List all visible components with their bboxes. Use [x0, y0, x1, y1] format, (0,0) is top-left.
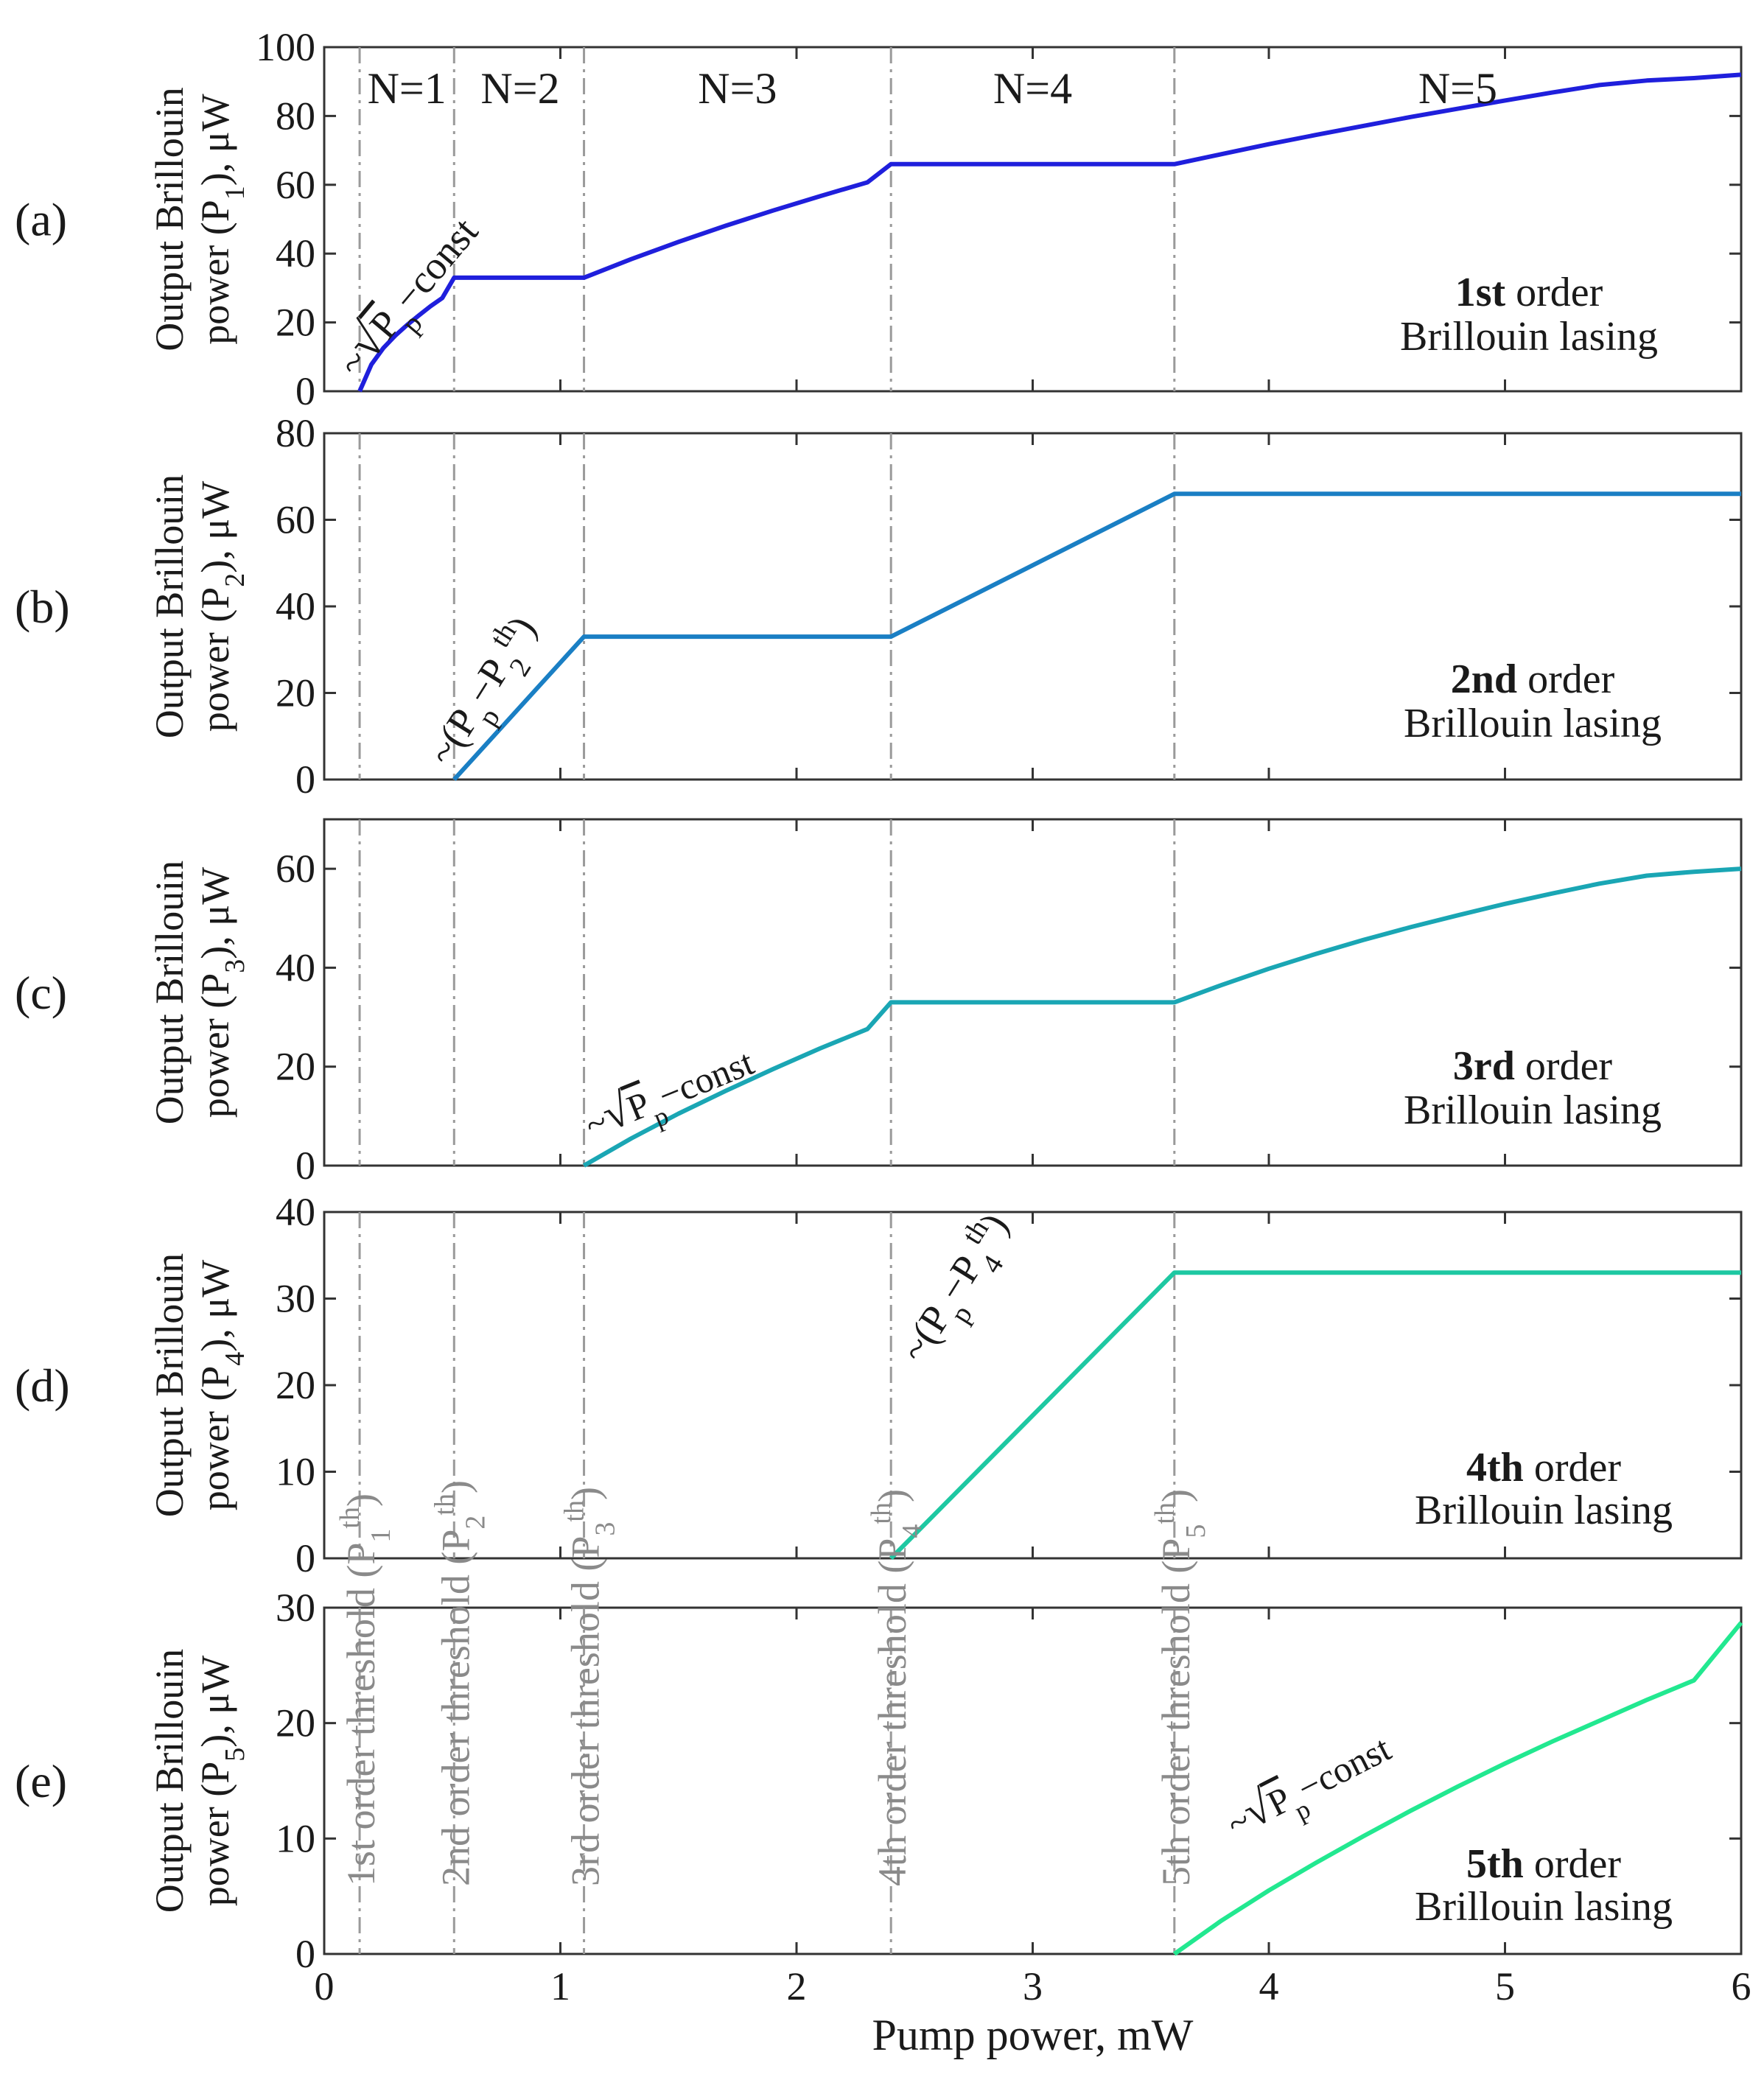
y-axis-label: Output Brillouinpower (P3), μW — [147, 861, 251, 1125]
y-tick-label: 80 — [276, 411, 315, 455]
region-label: N=3 — [698, 64, 777, 113]
threshold-label-2: 2nd order threshold (P2th) — [429, 1480, 491, 1886]
y-tick-label: 20 — [276, 1701, 315, 1745]
y-axis-label-line1: Output Brillouin — [147, 1649, 192, 1913]
order-label: 2nd order — [1451, 656, 1615, 702]
panel-tag: (a) — [15, 194, 67, 246]
x-tick-label: 1 — [550, 1964, 570, 2008]
order-label: 3rd order — [1453, 1043, 1613, 1089]
y-tick-label: 60 — [276, 163, 315, 207]
panel-tag: (d) — [15, 1359, 70, 1412]
y-axis-label: Output Brillouinpower (P1), μW — [147, 87, 251, 351]
order-label-line2: Brillouin lasing — [1415, 1488, 1673, 1533]
y-tick-label: 80 — [276, 94, 315, 138]
order-label-line2: Brillouin lasing — [1400, 314, 1658, 360]
curve-annotation: ~√Pp−const — [1217, 1720, 1403, 1856]
series-line-5 — [1173, 1621, 1743, 1956]
y-axis-label-line2: power (P3), μW — [193, 867, 251, 1118]
order-label: 1st order — [1455, 270, 1603, 315]
curve-annotation-text: ~√Pp−const — [1217, 1720, 1403, 1856]
region-label: N=2 — [480, 64, 559, 113]
y-axis-label-line1: Output Brillouin — [147, 1253, 192, 1518]
curve-annotation-text: ~√Pp−const — [576, 1034, 764, 1157]
y-axis-label: Output Brillouinpower (P2), μW — [147, 474, 251, 739]
series-line-2 — [452, 491, 1741, 782]
y-axis-label-line1: Output Brillouin — [147, 87, 192, 351]
y-tick-label: 10 — [276, 1450, 315, 1494]
x-tick-label: 6 — [1732, 1964, 1751, 2008]
y-axis-label-line1: Output Brillouin — [147, 861, 192, 1125]
y-tick-label: 100 — [256, 25, 315, 69]
y-tick-label: 30 — [276, 1586, 315, 1630]
threshold-label-5: 5th order threshold (P5th) — [1149, 1489, 1211, 1886]
order-label: 4th order — [1466, 1445, 1621, 1491]
panel-b: 0 20 40 60 80 (b) Output Brillouinpower (P2), … — [15, 411, 1743, 802]
y-tick-label: 20 — [276, 301, 315, 345]
order-label-line2: Brillouin lasing — [1415, 1884, 1673, 1930]
x-tick-label: 3 — [1023, 1964, 1043, 2008]
y-axis-label-line2: power (P2), μW — [193, 481, 251, 732]
y-axis-label-line2: power (P5), μW — [193, 1656, 251, 1906]
curve-annotation: ~√Pp−const — [323, 203, 497, 393]
y-axis-label-line2: power (P1), μW — [193, 94, 251, 344]
curve-annotation: ~(Pp−P4th) — [887, 1202, 1029, 1376]
y-tick-label: 20 — [276, 671, 315, 715]
panel-tag: (e) — [15, 1755, 67, 1807]
panel-e: 0 10 20 30 (e) Output Brillouinpower (P5), μW… — [15, 1586, 1743, 1976]
series-line-1 — [357, 72, 1742, 393]
y-tick-label: 10 — [276, 1816, 315, 1860]
panel-c: 0 20 40 60 (c) Output Brillouinpower (P3), μW… — [15, 818, 1743, 1188]
x-tick-label: 5 — [1495, 1964, 1515, 2008]
x-axis-label: Pump power, mW — [872, 2011, 1194, 2059]
region-label: N=4 — [993, 64, 1072, 113]
order-label-line2: Brillouin lasing — [1404, 1087, 1662, 1133]
curve-annotation: ~√Pp−const — [576, 1034, 764, 1157]
order-label-line2: Brillouin lasing — [1404, 701, 1662, 746]
panel-tag: (b) — [15, 581, 70, 633]
panel-d: 0 10 20 30 40 (d) Output Brillouinpower (P4), … — [15, 1190, 1743, 1580]
region-label: N=1 — [368, 64, 447, 113]
threshold-label-4: 4th order threshold (P4th) — [866, 1489, 928, 1886]
series-line-3 — [583, 866, 1742, 1168]
y-axis-label-line1: Output Brillouin — [147, 474, 192, 739]
y-tick-label: 20 — [276, 1045, 315, 1089]
y-tick-label: 40 — [276, 584, 315, 628]
y-tick-label: 60 — [276, 847, 315, 891]
curve-annotation-text: ~(Pp−P4th) — [887, 1202, 1029, 1376]
y-tick-label: 0 — [295, 1932, 315, 1976]
y-tick-label: 0 — [295, 369, 315, 413]
order-label: 5th order — [1466, 1841, 1621, 1887]
y-tick-label: 40 — [276, 231, 315, 276]
y-tick-label: 0 — [295, 1536, 315, 1580]
y-tick-label: 0 — [295, 757, 315, 802]
panel-tag: (c) — [15, 967, 67, 1019]
y-tick-label: 0 — [295, 1143, 315, 1188]
y-axis-label: Output Brillouinpower (P5), μW — [147, 1649, 251, 1913]
panel-a: 0 20 40 60 80 100 (a) Output Brillouinpower (P1… — [15, 25, 1743, 413]
y-tick-label: 40 — [276, 1190, 315, 1234]
y-tick-label: 40 — [276, 945, 315, 990]
x-tick-label: 2 — [787, 1964, 807, 2008]
series-line-4 — [889, 1270, 1741, 1561]
y-tick-label: 30 — [276, 1277, 315, 1321]
x-tick-label: 4 — [1259, 1964, 1279, 2008]
y-tick-label: 60 — [276, 498, 315, 542]
y-axis-label: Output Brillouinpower (P4), μW — [147, 1253, 251, 1518]
threshold-label-1: 1st order threshold (P1th) — [335, 1493, 396, 1886]
x-tick-label: 0 — [315, 1964, 335, 2008]
y-axis-label-line2: power (P4), μW — [193, 1260, 251, 1510]
region-label: N=5 — [1418, 64, 1497, 113]
curve-annotation-text: ~√Pp−const — [323, 203, 497, 393]
threshold-label-3: 3rd order threshold (P3th) — [559, 1487, 621, 1886]
y-tick-label: 20 — [276, 1363, 315, 1407]
